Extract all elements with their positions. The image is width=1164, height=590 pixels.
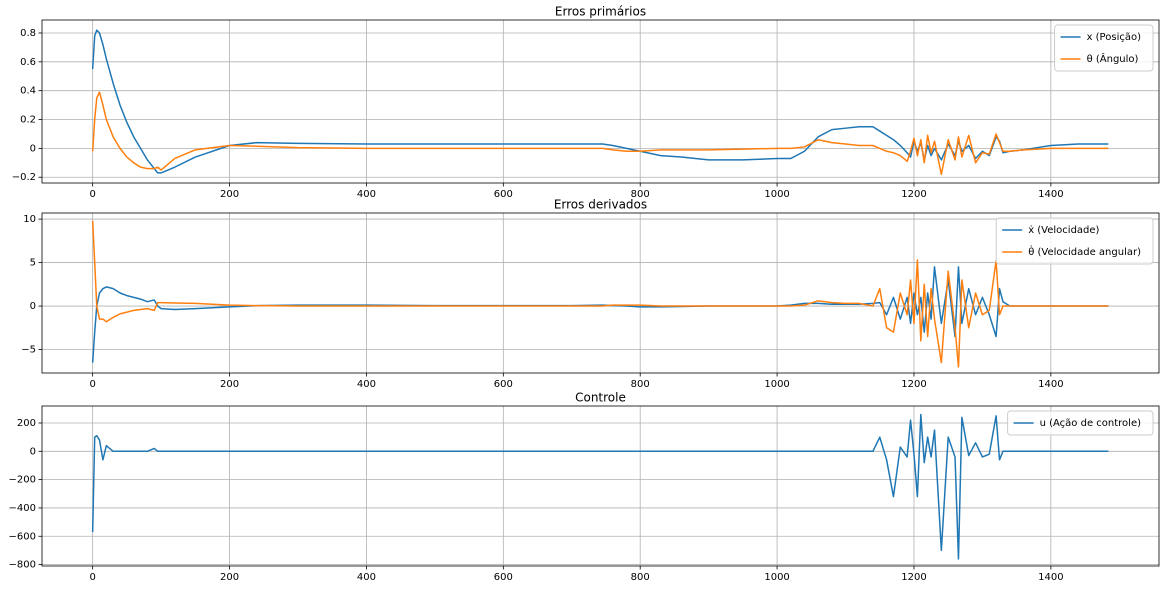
y-tick-label: 0.2 (20, 115, 36, 126)
axes-frame (41, 19, 1160, 184)
y-tick-label: 10 (23, 214, 36, 225)
x-tick-label: 200 (220, 189, 239, 200)
chart-title: Controle (575, 391, 626, 405)
legend-box (995, 217, 1154, 265)
x-tick-label: 200 (220, 572, 239, 583)
chart-title: Erros derivados (554, 198, 647, 212)
y-tick-label: 0.4 (20, 86, 36, 97)
legend-label: u (Ação de controle) (1040, 418, 1142, 429)
x-tick-label: 0 (89, 379, 95, 390)
x-tick-label: 1400 (1038, 572, 1063, 583)
legend-label: θ̇ (Velocidade angular) (1028, 244, 1141, 258)
series-line (91, 266, 1109, 363)
x-tick-label: 1400 (1038, 189, 1063, 200)
y-tick-label: −400 (9, 503, 36, 514)
x-tick-label: 1200 (901, 379, 926, 390)
series-line (91, 220, 1109, 368)
legend-box (1007, 410, 1154, 436)
y-tick-label: −800 (9, 560, 36, 571)
x-tick-label: 400 (357, 572, 376, 583)
x-tick-label: 1000 (764, 189, 789, 200)
y-tick-label: 0 (30, 446, 36, 457)
y-tick-label: −200 (9, 475, 36, 486)
x-tick-label: 800 (631, 379, 650, 390)
y-tick-label: 0 (30, 143, 36, 154)
x-tick-label: 1400 (1038, 379, 1063, 390)
x-tick-label: 0 (89, 189, 95, 200)
y-tick-label: 5 (30, 258, 36, 269)
x-tick-label: 1000 (764, 379, 789, 390)
x-tick-label: 600 (494, 189, 513, 200)
axes-frame (41, 405, 1160, 567)
y-tick-label: −5 (21, 345, 36, 356)
x-tick-label: 0 (89, 572, 95, 583)
x-tick-label: 800 (631, 189, 650, 200)
y-tick-label: 0.8 (20, 28, 36, 39)
x-tick-label: 400 (357, 379, 376, 390)
x-tick-label: 600 (494, 572, 513, 583)
chart-title: Erros primários (555, 5, 646, 19)
series-line (91, 413, 1109, 560)
x-tick-label: 1200 (901, 189, 926, 200)
x-tick-label: 600 (494, 379, 513, 390)
y-tick-label: 200 (17, 418, 36, 429)
y-tick-label: 0.6 (20, 57, 36, 68)
y-tick-label: −0.2 (12, 172, 36, 183)
y-tick-label: −600 (9, 531, 36, 542)
x-tick-label: 1200 (901, 572, 926, 583)
x-tick-label: 1000 (764, 572, 789, 583)
legend-label: x (Posição) (1087, 32, 1142, 43)
legend-label: ẋ (Velocidade) (1028, 225, 1099, 236)
axes-frame (41, 212, 1160, 374)
y-tick-label: 0 (30, 301, 36, 312)
x-tick-label: 400 (357, 189, 376, 200)
x-tick-label: 800 (631, 572, 650, 583)
legend-label: θ (Ângulo) (1087, 52, 1139, 65)
series-line (91, 91, 1109, 176)
x-tick-label: 200 (220, 379, 239, 390)
